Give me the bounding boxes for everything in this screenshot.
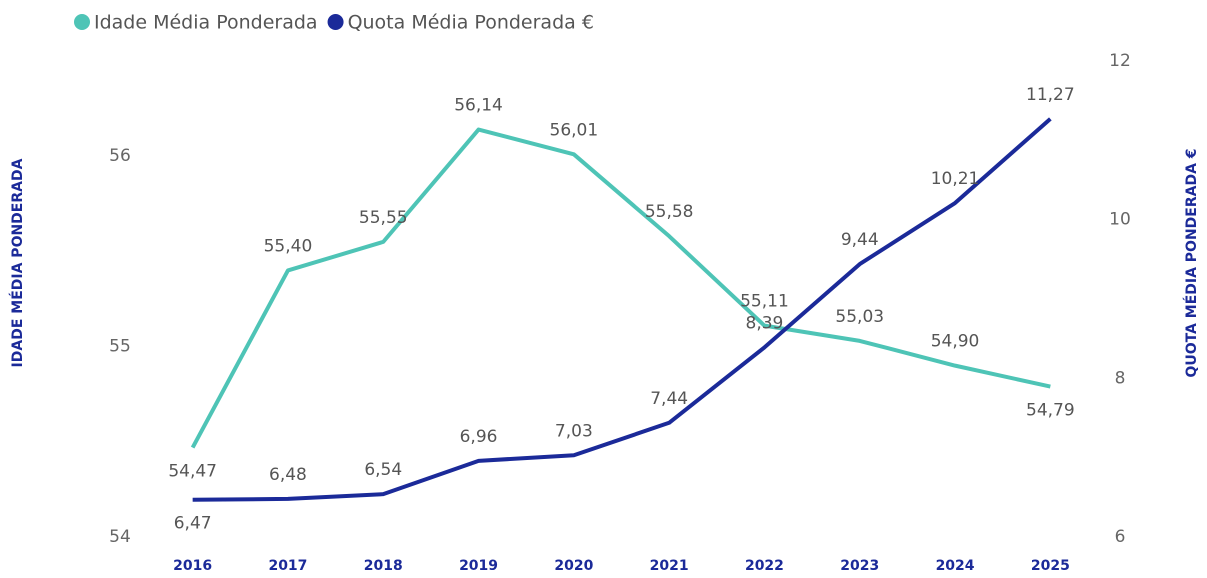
x-tick-label: 2017 [268,558,307,574]
x-tick-label: 2025 [1031,558,1070,574]
data-label: 6,47 [174,514,212,534]
x-tick-label: 2016 [173,558,212,574]
y-axis-title: IDADE MÉDIA PONDERADA [9,158,26,367]
data-label: 54,90 [931,332,980,352]
data-label: 6,96 [460,427,498,447]
y-tick-label: 55 [109,337,131,357]
legend-label: Quota Média Ponderada € [348,12,594,34]
data-label: 9,44 [841,230,879,250]
data-label: 55,03 [835,307,884,327]
x-tick-label: 2023 [840,558,879,574]
x-tick-label: 2020 [554,558,593,574]
data-label: 7,44 [650,389,688,409]
legend-marker [327,14,344,30]
data-label: 8,39 [746,313,784,333]
data-label: 55,58 [645,202,694,222]
data-label: 10,21 [931,169,980,189]
x-tick-label: 2018 [364,558,403,574]
data-label: 6,48 [269,465,307,485]
data-label: 54,79 [1026,401,1075,421]
data-label: 56,14 [454,96,503,116]
data-label: 55,11 [740,292,789,312]
data-label: 7,03 [555,421,593,441]
data-label: 11,27 [1026,85,1075,105]
y2-tick-label: 12 [1109,51,1131,71]
y2-axis-title: QUOTA MÉDIA PONDERADA € [1183,148,1200,377]
y2-tick-label: 8 [1115,368,1126,388]
x-tick-label: 2022 [745,558,784,574]
x-tick-label: 2019 [459,558,498,574]
data-label: 55,55 [359,208,408,228]
y2-tick-label: 10 [1109,210,1131,230]
data-label: 55,40 [264,236,313,256]
data-label: 6,54 [364,460,402,480]
x-tick-label: 2021 [650,558,689,574]
y-tick-label: 56 [109,146,131,166]
data-label: 54,47 [168,462,217,482]
line-series [192,117,1052,502]
y2-tick-label: 6 [1115,527,1126,547]
x-tick-label: 2024 [936,558,975,574]
data-label: 56,01 [550,120,599,140]
line-series [190,127,1051,449]
legend-marker [74,14,90,30]
y-tick-label: 54 [109,527,131,547]
legend-label: Idade Média Ponderada [94,12,318,34]
